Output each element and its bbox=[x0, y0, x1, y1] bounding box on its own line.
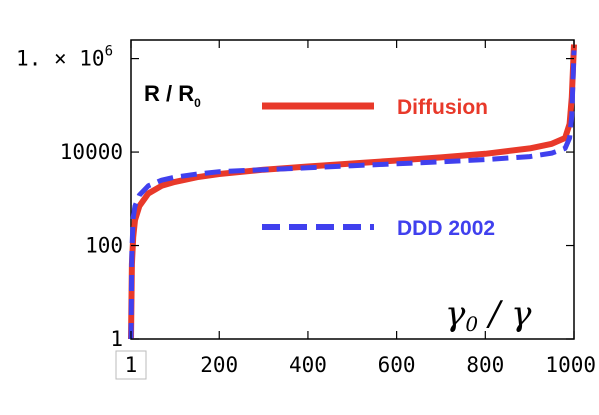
x-axis-label: γ0 / γ bbox=[445, 294, 532, 336]
x-axis-label-subscript: 0 bbox=[465, 312, 478, 336]
legend-label-diffusion: Diffusion bbox=[397, 96, 488, 119]
x-axis-label-slash: / bbox=[478, 294, 511, 334]
y-axis-label-subscript: 0 bbox=[194, 96, 201, 110]
y-axis-label-main: R / R bbox=[144, 81, 194, 106]
x-tick-label: 1000 bbox=[545, 353, 596, 377]
x-tick-label: 200 bbox=[200, 353, 238, 377]
legend: Diffusion DDD 2002 bbox=[262, 96, 495, 240]
y-tick-label: 100 bbox=[85, 234, 123, 258]
x-tick-label: 600 bbox=[378, 353, 416, 377]
plot-frame bbox=[130, 39, 575, 340]
y-axis-label: R / R0 bbox=[144, 81, 201, 110]
x-tick-label: 1 bbox=[125, 353, 138, 377]
x-tick-label-box bbox=[115, 350, 147, 380]
y-tick-label: 10000 bbox=[60, 140, 123, 164]
x-axis-label-gamma: γ bbox=[511, 294, 532, 334]
x-tick-label: 800 bbox=[466, 353, 504, 377]
x-axis-label-gamma0: γ bbox=[445, 294, 466, 334]
series-line-ddd-2002 bbox=[128, 50, 577, 340]
y-tick-label: 1. × 106 bbox=[16, 44, 113, 71]
y-tick-label-exponent: 6 bbox=[105, 44, 113, 60]
y-tick-label: 1 bbox=[110, 327, 123, 351]
x-tick-label: 400 bbox=[289, 353, 327, 377]
legend-label-ddd-2002: DDD 2002 bbox=[397, 217, 495, 240]
